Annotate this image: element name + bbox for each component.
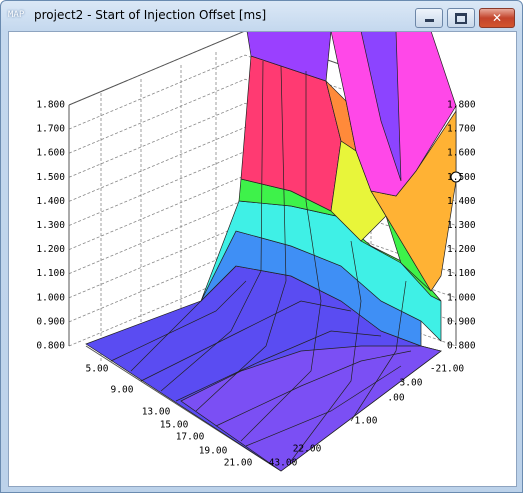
mesh-line — [130, 265, 237, 372]
z-tick-label: 1.600 — [447, 148, 476, 159]
z-tick-label: 1.600 — [36, 148, 65, 159]
title-bar: MAP project2 - Start of Injection Offset… — [1, 1, 522, 31]
surface-mesh — [110, 60, 412, 462]
mesh-line — [140, 300, 352, 382]
z-tick-label: 0.800 — [36, 341, 65, 352]
x-tick-label: 21.00 — [224, 458, 253, 469]
mesh-line — [175, 330, 382, 402]
x-tick-label: 17.00 — [176, 432, 205, 443]
y-tick-label: 43.00 — [269, 458, 298, 469]
y-tick-label: 22.00 — [293, 444, 322, 455]
y-tick-label: -21.00 — [430, 364, 465, 375]
surface-patch — [180, 345, 442, 472]
mesh-line — [290, 240, 362, 462]
grid-line — [68, 54, 457, 130]
x-tick-label: 9.00 — [111, 385, 134, 396]
z-tick-label: 1.500 — [36, 172, 65, 183]
z-tick-label: 1.400 — [447, 196, 476, 207]
z-tick-label: 1.700 — [447, 124, 476, 135]
y-tick-label: .00 — [387, 393, 404, 404]
x-tick-label: 5.00 — [86, 364, 109, 375]
mesh-line — [110, 280, 247, 362]
z-tick-label: 1.000 — [36, 292, 65, 303]
z-tick-label: 1.800 — [36, 100, 65, 111]
y-tick-label: 3.00 — [400, 378, 423, 389]
x-tick-label: 15.00 — [160, 420, 189, 431]
z-tick-label: 1.700 — [36, 124, 65, 135]
z-tick-label: 0.900 — [36, 316, 65, 327]
client-area: 1.800 1.800 1.700 1.700 1.600 1.600 1.500 1.500… — [8, 30, 517, 487]
maximize-button[interactable] — [447, 8, 475, 28]
x-tick-label: 19.00 — [199, 446, 228, 457]
surface — [85, 30, 457, 472]
grid-line — [68, 78, 457, 154]
z-tick-label: 0.800 — [447, 341, 476, 352]
z-tick-label: 1.000 — [447, 292, 476, 303]
surface-plot: 1.800 1.800 1.700 1.700 1.600 1.600 1.500 1.500… — [36, 30, 476, 472]
mesh-line — [245, 365, 402, 447]
z-tick-label: 1.300 — [36, 220, 65, 231]
z-tick-label: 0.900 — [447, 316, 476, 327]
mesh-line — [350, 280, 407, 422]
z-tick-label: 1.100 — [447, 268, 476, 279]
mesh-line — [240, 71, 322, 442]
y-tick-label: 1.00 — [355, 416, 378, 427]
app-icon: MAP — [8, 10, 25, 20]
z-tick-label: 1.300 — [447, 220, 476, 231]
cursor-marker[interactable] — [450, 171, 462, 183]
minimize-button[interactable] — [415, 8, 443, 28]
mesh-line — [215, 350, 412, 427]
z-tick-label: 1.500 — [447, 172, 476, 183]
mesh-line — [195, 65, 287, 412]
z-tick-label: 1.400 — [36, 196, 65, 207]
close-button[interactable]: ✕ — [479, 8, 515, 28]
window-title: project2 - Start of Injection Offset [ms… — [34, 8, 267, 22]
z-tick-label: 1.100 — [36, 268, 65, 279]
grid-line — [68, 102, 457, 178]
z-tick-label: 1.200 — [36, 244, 65, 255]
mesh-line — [160, 60, 264, 392]
axis-line — [68, 30, 246, 106]
x-tick-label: 13.00 — [142, 407, 171, 418]
z-tick-label: 1.200 — [447, 244, 476, 255]
z-tick-label: 1.800 — [447, 100, 476, 111]
